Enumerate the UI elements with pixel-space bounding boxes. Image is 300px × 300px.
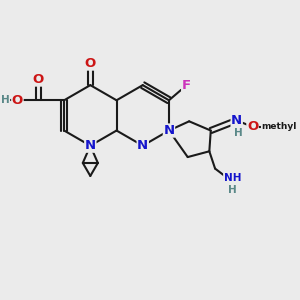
Text: O: O (85, 57, 96, 70)
Text: H: H (228, 184, 237, 195)
Text: F: F (182, 79, 191, 92)
Text: N: N (137, 139, 148, 152)
Text: N: N (164, 124, 175, 137)
Text: methyl: methyl (261, 122, 297, 131)
Text: O: O (32, 73, 44, 86)
Text: H: H (234, 128, 242, 138)
Text: N: N (85, 139, 96, 152)
Text: O: O (247, 120, 258, 133)
Text: N: N (231, 114, 242, 127)
Text: O: O (12, 94, 23, 107)
Text: NH: NH (224, 173, 241, 183)
Text: H: H (1, 95, 10, 105)
